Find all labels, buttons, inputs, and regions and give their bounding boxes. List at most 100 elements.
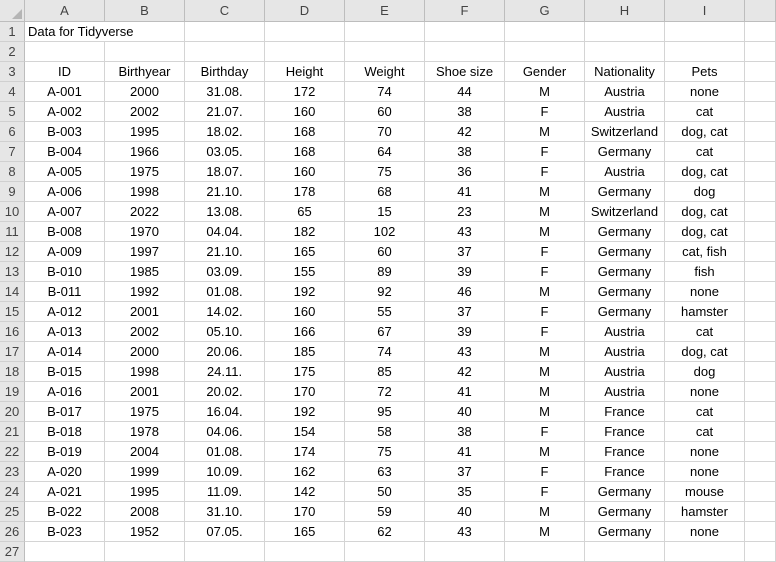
cell-empty[interactable] (105, 42, 185, 62)
data-cell[interactable]: 165 (265, 522, 345, 542)
data-cell[interactable]: 37 (425, 242, 505, 262)
data-cell[interactable]: 178 (265, 182, 345, 202)
data-cell[interactable]: 1975 (105, 162, 185, 182)
data-cell[interactable]: 175 (265, 362, 345, 382)
data-cell[interactable]: Germany (585, 502, 665, 522)
data-cell[interactable]: 192 (265, 282, 345, 302)
data-cell[interactable]: Switzerland (585, 122, 665, 142)
cell-empty[interactable] (185, 542, 265, 562)
data-cell[interactable]: 70 (345, 122, 425, 142)
data-cell[interactable]: 04.04. (185, 222, 265, 242)
data-cell[interactable]: 1998 (105, 362, 185, 382)
cell-empty[interactable] (745, 62, 776, 82)
column-header-b[interactable]: B (105, 0, 185, 22)
data-cell[interactable]: cat (665, 142, 745, 162)
data-cell[interactable]: 67 (345, 322, 425, 342)
data-cell[interactable]: F (505, 142, 585, 162)
data-cell[interactable]: 35 (425, 482, 505, 502)
data-cell[interactable]: Austria (585, 102, 665, 122)
data-cell[interactable]: mouse (665, 482, 745, 502)
row-header-20[interactable]: 20 (0, 402, 25, 422)
cell-empty[interactable] (665, 22, 745, 42)
data-cell[interactable]: cat (665, 422, 745, 442)
data-cell[interactable]: 43 (425, 522, 505, 542)
column-label-id[interactable]: ID (25, 62, 105, 82)
row-header-2[interactable]: 2 (0, 42, 25, 62)
cell-empty[interactable] (505, 542, 585, 562)
data-cell[interactable]: M (505, 182, 585, 202)
data-cell[interactable]: 75 (345, 442, 425, 462)
cell-empty[interactable] (425, 22, 505, 42)
row-header-25[interactable]: 25 (0, 502, 25, 522)
cell-empty[interactable] (745, 462, 776, 482)
data-cell[interactable]: Germany (585, 302, 665, 322)
data-cell[interactable]: fish (665, 262, 745, 282)
row-header-18[interactable]: 18 (0, 362, 25, 382)
cell-empty[interactable] (745, 262, 776, 282)
cell-empty[interactable] (745, 122, 776, 142)
column-label-birthyear[interactable]: Birthyear (105, 62, 185, 82)
data-cell[interactable]: 20.06. (185, 342, 265, 362)
data-cell[interactable]: 43 (425, 342, 505, 362)
select-all-corner[interactable] (0, 0, 25, 22)
data-cell[interactable]: 174 (265, 442, 345, 462)
data-cell[interactable]: B-023 (25, 522, 105, 542)
data-cell[interactable]: 155 (265, 262, 345, 282)
data-cell[interactable]: 74 (345, 82, 425, 102)
column-header-g[interactable]: G (505, 0, 585, 22)
cell-empty[interactable] (745, 342, 776, 362)
data-cell[interactable]: F (505, 162, 585, 182)
data-cell[interactable]: none (665, 382, 745, 402)
data-cell[interactable]: 1985 (105, 262, 185, 282)
data-cell[interactable]: B-018 (25, 422, 105, 442)
data-cell[interactable]: 16.04. (185, 402, 265, 422)
data-cell[interactable]: France (585, 462, 665, 482)
data-cell[interactable]: none (665, 522, 745, 542)
data-cell[interactable]: B-022 (25, 502, 105, 522)
cell-empty[interactable] (745, 222, 776, 242)
data-cell[interactable]: B-019 (25, 442, 105, 462)
data-cell[interactable]: B-011 (25, 282, 105, 302)
cell-empty[interactable] (105, 542, 185, 562)
column-label-birthday[interactable]: Birthday (185, 62, 265, 82)
cell-empty[interactable] (585, 542, 665, 562)
data-cell[interactable]: 40 (425, 402, 505, 422)
data-cell[interactable]: 170 (265, 382, 345, 402)
row-header-8[interactable]: 8 (0, 162, 25, 182)
data-cell[interactable]: 41 (425, 182, 505, 202)
data-cell[interactable]: none (665, 442, 745, 462)
data-cell[interactable]: A-002 (25, 102, 105, 122)
data-cell[interactable]: 62 (345, 522, 425, 542)
data-cell[interactable]: 21.10. (185, 182, 265, 202)
row-header-5[interactable]: 5 (0, 102, 25, 122)
data-cell[interactable]: 24.11. (185, 362, 265, 382)
data-cell[interactable]: 165 (265, 242, 345, 262)
data-cell[interactable]: A-014 (25, 342, 105, 362)
data-cell[interactable]: 168 (265, 142, 345, 162)
data-cell[interactable]: F (505, 482, 585, 502)
data-cell[interactable]: A-012 (25, 302, 105, 322)
data-cell[interactable]: 03.09. (185, 262, 265, 282)
cell-empty[interactable] (265, 22, 345, 42)
cell-empty[interactable] (265, 42, 345, 62)
data-cell[interactable]: M (505, 122, 585, 142)
data-cell[interactable]: A-006 (25, 182, 105, 202)
data-cell[interactable]: 21.07. (185, 102, 265, 122)
data-cell[interactable]: 38 (425, 142, 505, 162)
data-cell[interactable]: 102 (345, 222, 425, 242)
data-cell[interactable]: 160 (265, 162, 345, 182)
data-cell[interactable]: 58 (345, 422, 425, 442)
data-cell[interactable]: 1999 (105, 462, 185, 482)
data-cell[interactable]: 36 (425, 162, 505, 182)
column-label-nationality[interactable]: Nationality (585, 62, 665, 82)
row-header-19[interactable]: 19 (0, 382, 25, 402)
data-cell[interactable]: dog, cat (665, 162, 745, 182)
data-cell[interactable]: Germany (585, 522, 665, 542)
cell-empty[interactable] (665, 42, 745, 62)
row-header-10[interactable]: 10 (0, 202, 25, 222)
data-cell[interactable]: M (505, 282, 585, 302)
column-header-i[interactable]: I (665, 0, 745, 22)
data-cell[interactable]: F (505, 302, 585, 322)
cell-empty[interactable] (745, 322, 776, 342)
row-header-4[interactable]: 4 (0, 82, 25, 102)
